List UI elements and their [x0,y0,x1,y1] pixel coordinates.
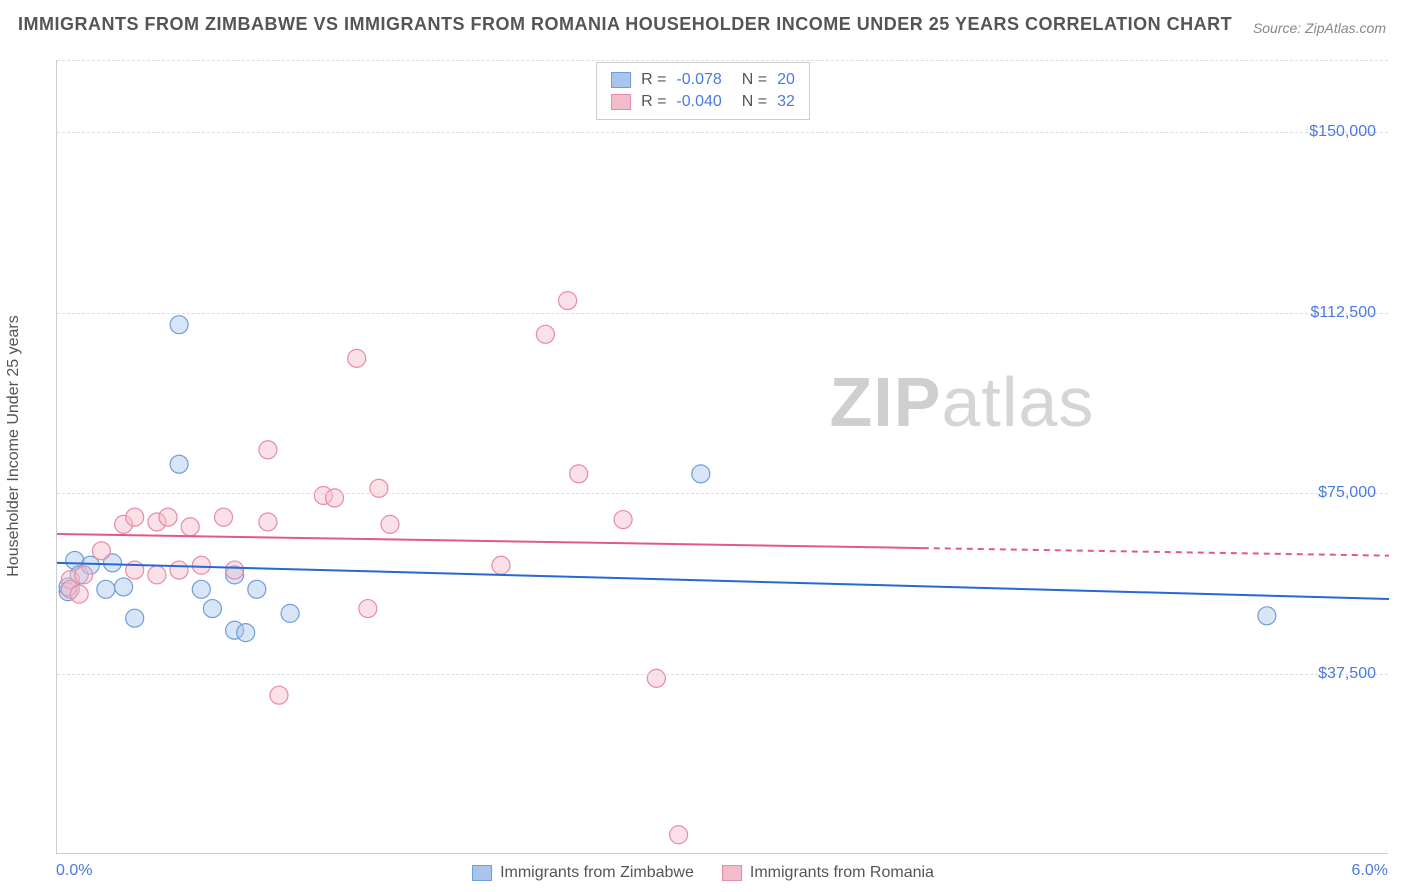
series-name: Immigrants from Romania [750,864,934,882]
data-point[interactable] [570,465,588,483]
data-point[interactable] [536,325,554,343]
gridline [57,60,1388,61]
data-point[interactable] [192,580,210,598]
n-value: 20 [777,69,795,91]
gridline [57,313,1388,314]
scatter-svg [57,60,1389,854]
data-point[interactable] [215,508,233,526]
legend-swatch [472,865,492,881]
r-value: -0.078 [676,69,721,91]
r-value: -0.040 [676,91,721,113]
source-credit: Source: ZipAtlas.com [1253,20,1386,36]
r-label: R = [641,91,666,113]
legend-swatch [611,94,631,110]
x-tick-max: 6.0% [1352,862,1388,880]
data-point[interactable] [92,542,110,560]
data-point[interactable] [670,826,688,844]
gridline [57,493,1388,494]
y-tick-label: $150,000 [1309,123,1376,141]
data-point[interactable] [181,518,199,536]
data-point[interactable] [692,465,710,483]
data-point[interactable] [348,349,366,367]
data-point[interactable] [126,609,144,627]
data-point[interactable] [326,489,344,507]
data-point[interactable] [559,292,577,310]
data-point[interactable] [70,585,88,603]
data-point[interactable] [192,556,210,574]
n-value: 32 [777,91,795,113]
data-point[interactable] [237,624,255,642]
gridline [57,674,1388,675]
data-point[interactable] [647,669,665,687]
gridline [57,132,1388,133]
plot-area: ZIPatlas $37,500$75,000$112,500$150,000 [56,60,1388,854]
legend-correlation-row: R = -0.040 N = 32 [611,91,795,113]
series-name: Immigrants from Zimbabwe [500,864,694,882]
data-point[interactable] [159,508,177,526]
data-point[interactable] [170,561,188,579]
data-point[interactable] [115,578,133,596]
data-point[interactable] [259,513,277,531]
legend-swatch [611,72,631,88]
data-point[interactable] [614,511,632,529]
data-point[interactable] [148,566,166,584]
chart-title: IMMIGRANTS FROM ZIMBABWE VS IMMIGRANTS F… [18,14,1232,35]
data-point[interactable] [370,479,388,497]
y-tick-label: $112,500 [1310,304,1376,322]
y-axis-label: Householder Income Under 25 years [5,315,23,576]
data-point[interactable] [126,561,144,579]
data-point[interactable] [203,600,221,618]
y-tick-label: $37,500 [1318,665,1376,683]
legend-correlation-row: R = -0.078 N = 20 [611,69,795,91]
legend-correlation-box: R = -0.078 N = 20 R = -0.040 N = 32 [596,62,810,120]
trend-line [923,548,1389,556]
r-label: R = [641,69,666,91]
data-point[interactable] [97,580,115,598]
y-tick-label: $75,000 [1318,484,1376,502]
data-point[interactable] [281,604,299,622]
legend-swatch [722,865,742,881]
trend-line [57,534,923,548]
legend-series-item: Immigrants from Zimbabwe [472,864,694,882]
n-label: N = [742,91,767,113]
data-point[interactable] [75,566,93,584]
data-point[interactable] [248,580,266,598]
data-point[interactable] [359,600,377,618]
data-point[interactable] [1258,607,1276,625]
data-point[interactable] [170,455,188,473]
data-point[interactable] [381,515,399,533]
x-tick-min: 0.0% [56,862,92,880]
data-point[interactable] [270,686,288,704]
data-point[interactable] [259,441,277,459]
legend-series: Immigrants from Zimbabwe Immigrants from … [472,864,934,882]
legend-series-item: Immigrants from Romania [722,864,934,882]
data-point[interactable] [170,316,188,334]
data-point[interactable] [126,508,144,526]
data-point[interactable] [492,556,510,574]
n-label: N = [742,69,767,91]
data-point[interactable] [226,561,244,579]
